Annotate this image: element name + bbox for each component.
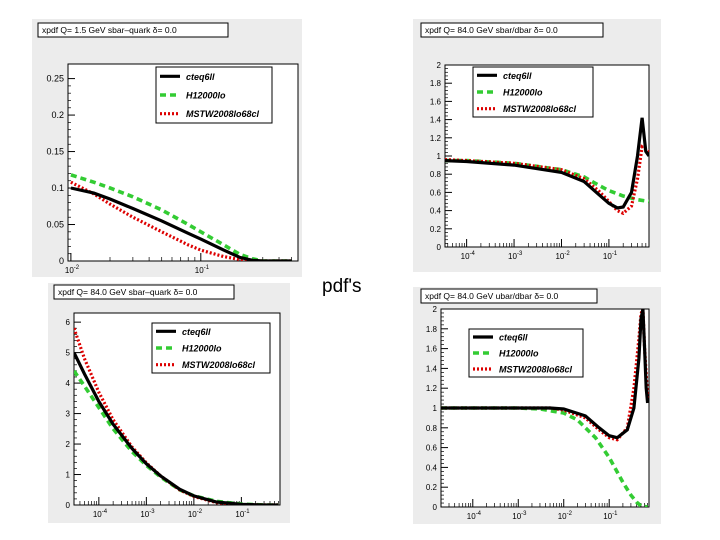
series-line-cteq6ll — [74, 351, 279, 505]
legend-label: cteq6ll — [182, 327, 211, 337]
y-tick-label: 0.6 — [430, 188, 442, 197]
x-tick-label: 10-3 — [508, 251, 523, 261]
x-tick-label: 10-2 — [555, 251, 570, 261]
y-tick-label: 2 — [437, 61, 442, 70]
slide-caption: pdf's — [322, 276, 362, 297]
y-tick-label: 0.4 — [426, 463, 438, 472]
y-tick-label: 1.4 — [430, 116, 442, 125]
y-tick-label: 4 — [66, 379, 71, 388]
series-line-cteq6ll — [70, 186, 292, 261]
x-tick-label: 10-3 — [512, 511, 527, 521]
y-tick-label: 0.2 — [51, 110, 64, 120]
y-tick-label: 5 — [66, 349, 71, 358]
chart-title-box — [420, 22, 604, 38]
series-line-cteq6ll — [441, 309, 649, 440]
y-tick-label: 0.2 — [430, 225, 442, 234]
y-tick-label: 0.4 — [430, 207, 442, 216]
y-tick-label: 0.25 — [46, 74, 64, 84]
x-tick-label: 10-4 — [93, 509, 108, 519]
y-tick-label: 1.6 — [430, 97, 442, 106]
y-tick-label: 0 — [66, 501, 71, 510]
chart-panel-top-right: xpdf Q= 84.0 GeV sbar/dbar δ= 0.0 0 0.2 0.4… — [413, 19, 661, 272]
x-tick-label: 10-2 — [65, 265, 80, 275]
x-tick-label: 10-1 — [235, 509, 250, 519]
chart-title-box — [53, 284, 235, 300]
chart-title: xpdf Q= 84.0 GeV sbar/dbar δ= 0.0 — [425, 25, 558, 35]
y-tick-label: 1 — [433, 404, 438, 413]
x-tick-label: 10-2 — [558, 511, 573, 521]
y-tick-label: 0.6 — [426, 444, 438, 453]
chart-title: xpdf Q= 84.0 GeV ubar/dbar δ= 0.0 — [425, 291, 559, 301]
series-line-mstw2008lo68cl — [445, 144, 649, 216]
legend-label: H12000lo — [499, 349, 539, 359]
y-tick-label: 2 — [66, 440, 71, 449]
x-tick-label: 10-2 — [188, 509, 203, 519]
series-line-h12000lo — [70, 173, 292, 261]
x-tick-label: 10-3 — [140, 509, 155, 519]
y-tick-label: 0 — [433, 503, 438, 512]
x-tick-label: 10-1 — [603, 511, 618, 521]
y-tick-label: 0.05 — [46, 220, 64, 230]
chart-panel-bottom-right: xpdf Q= 84.0 GeV ubar/dbar δ= 0.0 0 0.2 0.4… — [413, 287, 661, 524]
chart-sbar-dbar-q84: xpdf Q= 84.0 GeV sbar/dbar δ= 0.0 0 0.2 0.4… — [420, 22, 650, 261]
x-tick-label: 10-4 — [467, 511, 482, 521]
y-tick-label: 0 — [59, 256, 64, 266]
y-tick-label: 0.1 — [51, 183, 64, 193]
y-tick-label: 1.8 — [426, 325, 438, 334]
series-line-mstw2008lo68cl — [70, 180, 292, 261]
x-tick-label: 10-1 — [195, 265, 210, 275]
chart-panel-bottom-left: xpdf Q= 84.0 GeV sbar–quark δ= 0.0 0 1 2 3 4 5… — [48, 283, 290, 523]
y-tick-label: 2 — [433, 305, 438, 314]
y-tick-label: 0.8 — [430, 170, 442, 179]
y-tick-label: 1 — [437, 152, 442, 161]
series-line-h12000lo — [441, 406, 648, 507]
y-tick-label: 1 — [66, 471, 71, 480]
legend-label: cteq6ll — [503, 71, 532, 81]
chart-title: xpdf Q= 1.5 GeV sbar–quark δ= 0.0 — [42, 25, 177, 35]
chart-title-box — [420, 288, 598, 304]
chart-ubar-dbar-q84: xpdf Q= 84.0 GeV ubar/dbar δ= 0.0 0 0.2 0.4… — [420, 288, 650, 521]
y-tick-label: 3 — [66, 410, 71, 419]
legend-label: MSTW2008lo68cl — [182, 360, 256, 370]
legend-label: cteq6ll — [186, 72, 215, 82]
y-tick-label: 0.15 — [46, 147, 64, 157]
x-tick-label: 10-4 — [461, 251, 476, 261]
y-tick-label: 0.2 — [426, 483, 438, 492]
y-tick-label: 0 — [437, 243, 442, 252]
y-tick-label: 1.2 — [430, 134, 442, 143]
y-tick-label: 1.2 — [426, 384, 438, 393]
y-tick-label: 1.4 — [426, 364, 438, 373]
series-line-cteq6ll — [445, 117, 649, 210]
legend-label: H12000lo — [186, 91, 226, 101]
y-tick-label: 6 — [66, 318, 71, 327]
legend-label: MSTW2008lo68cl — [186, 109, 260, 119]
chart-title-box — [37, 22, 229, 38]
legend-label: H12000lo — [182, 344, 222, 354]
y-tick-label: 0.8 — [426, 424, 438, 433]
legend-label: H12000lo — [503, 88, 543, 98]
legend-label: MSTW2008lo68cl — [499, 365, 573, 375]
chart-sbar-quark-q84: xpdf Q= 84.0 GeV sbar–quark δ= 0.0 0 1 2 3 4 5… — [53, 284, 281, 519]
y-tick-label: 1.8 — [430, 79, 442, 88]
legend-label: cteq6ll — [499, 333, 528, 343]
y-tick-label: 1.6 — [426, 345, 438, 354]
chart-title: xpdf Q= 84.0 GeV sbar–quark δ= 0.0 — [58, 287, 198, 297]
chart-panel-top-left: xpdf Q= 1.5 GeV sbar–quark δ= 0.0 0 0.05 0.… — [32, 19, 302, 277]
legend-label: MSTW2008lo68cl — [503, 104, 577, 114]
chart-sbar-quark-q1p5: xpdf Q= 1.5 GeV sbar–quark δ= 0.0 0 0.05 0.… — [37, 22, 299, 275]
x-tick-label: 10-1 — [603, 251, 618, 261]
